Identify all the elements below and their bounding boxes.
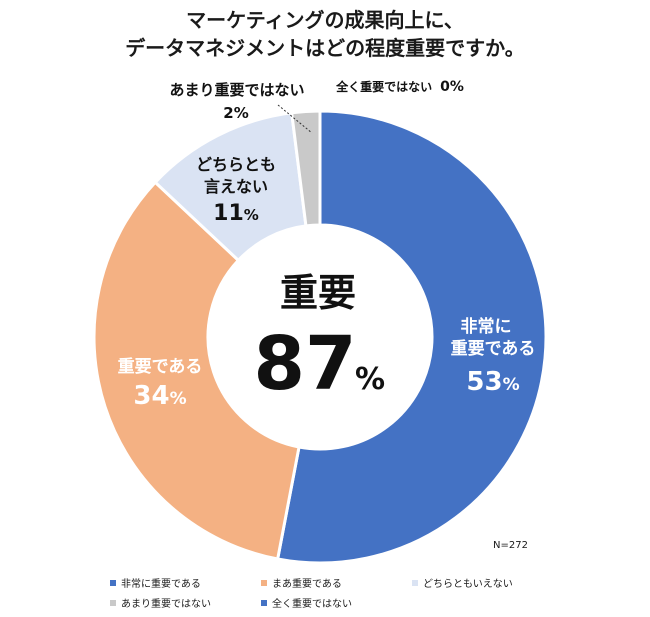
slice-value-not-very-important-num: 2	[223, 104, 233, 122]
legend-swatch	[110, 599, 116, 606]
slice-label-neutral-line2: 言えない	[204, 177, 268, 196]
legend-swatch	[261, 599, 267, 606]
slice-label-not-important-at-all: 全く重要ではない 0%	[335, 79, 464, 95]
donut-slice-not-very-important	[289, 109, 322, 228]
legend-item-not-important-at-all: 全く重要ではない	[261, 595, 352, 610]
slice-label-neutral-line1: どちらとも	[196, 155, 276, 174]
legend-item-not-very-important: あまり重要ではない	[110, 595, 211, 610]
slice-value-very-important: 53%	[466, 367, 519, 397]
slice-value-neutral-unit: %	[244, 206, 259, 224]
slice-value-somewhat-important: 34%	[133, 381, 186, 411]
slice-value-not-important-at-all-unit: %	[450, 79, 464, 95]
legend-label: 非常に重要である	[121, 579, 201, 590]
center-unit: %	[355, 362, 385, 397]
slice-value-very-important-num: 53	[466, 367, 502, 397]
legend-swatch	[110, 579, 116, 586]
center-label: 重要	[280, 271, 356, 315]
slice-value-not-very-important: 2%	[223, 104, 248, 122]
legend-label: どちらともいえない	[423, 579, 513, 590]
slice-value-somewhat-important-unit: %	[170, 389, 187, 409]
legend-item-very-important: 非常に重要である	[110, 575, 201, 590]
legend-item-neutral: どちらともいえない	[412, 575, 513, 590]
slice-label-not-important-at-all-text: 全く重要ではない	[335, 79, 432, 94]
slice-value-neutral: 11%	[213, 201, 259, 226]
donut-slice-very-important	[275, 109, 548, 565]
slice-label-very-important-line2: 重要である	[451, 338, 536, 359]
legend-item-somewhat-important: まあ重要である	[261, 575, 342, 590]
legend-swatch	[261, 579, 267, 586]
slice-label-not-very-important: あまり重要ではない	[169, 81, 304, 99]
slice-value-neutral-num: 11	[213, 201, 244, 226]
legend-label: まあ重要である	[272, 579, 342, 590]
sample-size-note: N=272	[493, 540, 528, 551]
slice-value-somewhat-important-num: 34	[133, 381, 169, 411]
legend-label: 全く重要ではない	[272, 599, 352, 610]
legend-swatch	[412, 579, 418, 586]
slice-label-somewhat-important: 重要である	[118, 356, 203, 377]
chart-title-line2: データマネジメントはどの程度重要ですか。	[125, 36, 525, 60]
center-value: 87	[254, 321, 357, 407]
slice-value-very-important-unit: %	[503, 375, 520, 395]
donut-slices	[92, 109, 548, 565]
leader-line-not-very-important	[277, 104, 313, 134]
slice-value-not-important-at-all-num: 0	[440, 79, 450, 95]
legend-label: あまり重要ではない	[121, 599, 211, 610]
slice-label-very-important-line1: 非常に	[461, 316, 512, 337]
donut-slice-somewhat-important	[92, 180, 301, 561]
chart-title-line1: マーケティングの成果向上に、	[186, 8, 464, 32]
slice-value-not-very-important-unit: %	[234, 104, 249, 122]
